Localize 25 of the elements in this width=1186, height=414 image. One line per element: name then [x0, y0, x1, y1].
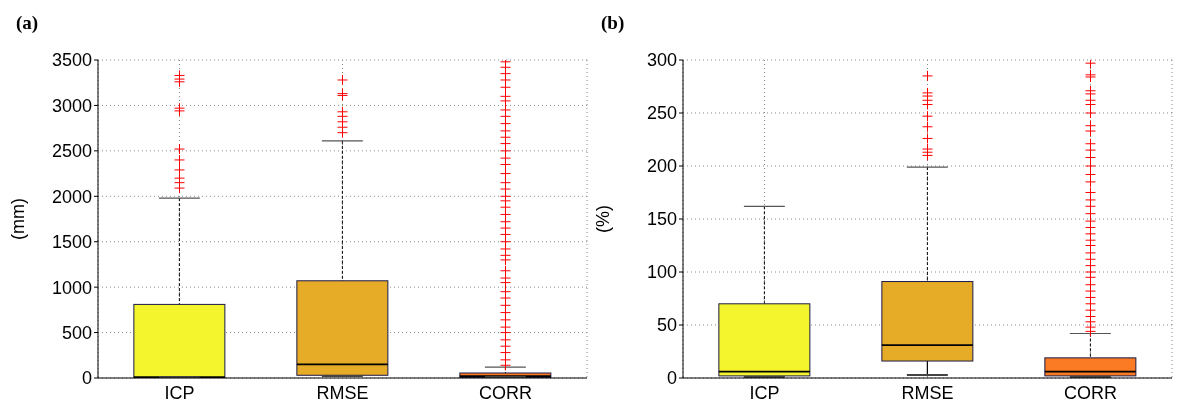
y-tick-label: 0	[81, 368, 92, 389]
y-tick-label: 50	[656, 315, 677, 336]
x-tick-label: RMSE	[901, 382, 954, 403]
y-tick-label: 2500	[51, 141, 92, 162]
y-tick-label: 3500	[51, 50, 92, 71]
x-tick-label: ICP	[164, 382, 195, 403]
chart-title: (a)	[16, 12, 39, 34]
y-tick-label: 500	[61, 322, 92, 343]
y-tick-label: 0	[666, 368, 677, 389]
y-tick-label: 1000	[51, 277, 92, 298]
y-tick-label: 100	[646, 262, 677, 283]
y-tick-label: 2000	[51, 186, 92, 207]
y-tick-label: 200	[646, 156, 677, 177]
x-tick-label: CORR	[479, 382, 532, 403]
y-axis-title: (mm)	[8, 198, 29, 240]
y-tick-label: 250	[646, 103, 677, 124]
chart-title: (b)	[601, 12, 625, 34]
x-tick-label: RMSE	[316, 382, 369, 403]
y-tick-label: 1500	[51, 232, 92, 253]
y-tick-label: 300	[646, 50, 677, 71]
y-tick-label: 150	[646, 209, 677, 230]
y-tick-label: 3000	[51, 95, 92, 116]
y-axis-title: (%)	[593, 205, 614, 233]
x-tick-label: ICP	[749, 382, 780, 403]
x-tick-label: CORR	[1064, 382, 1117, 403]
